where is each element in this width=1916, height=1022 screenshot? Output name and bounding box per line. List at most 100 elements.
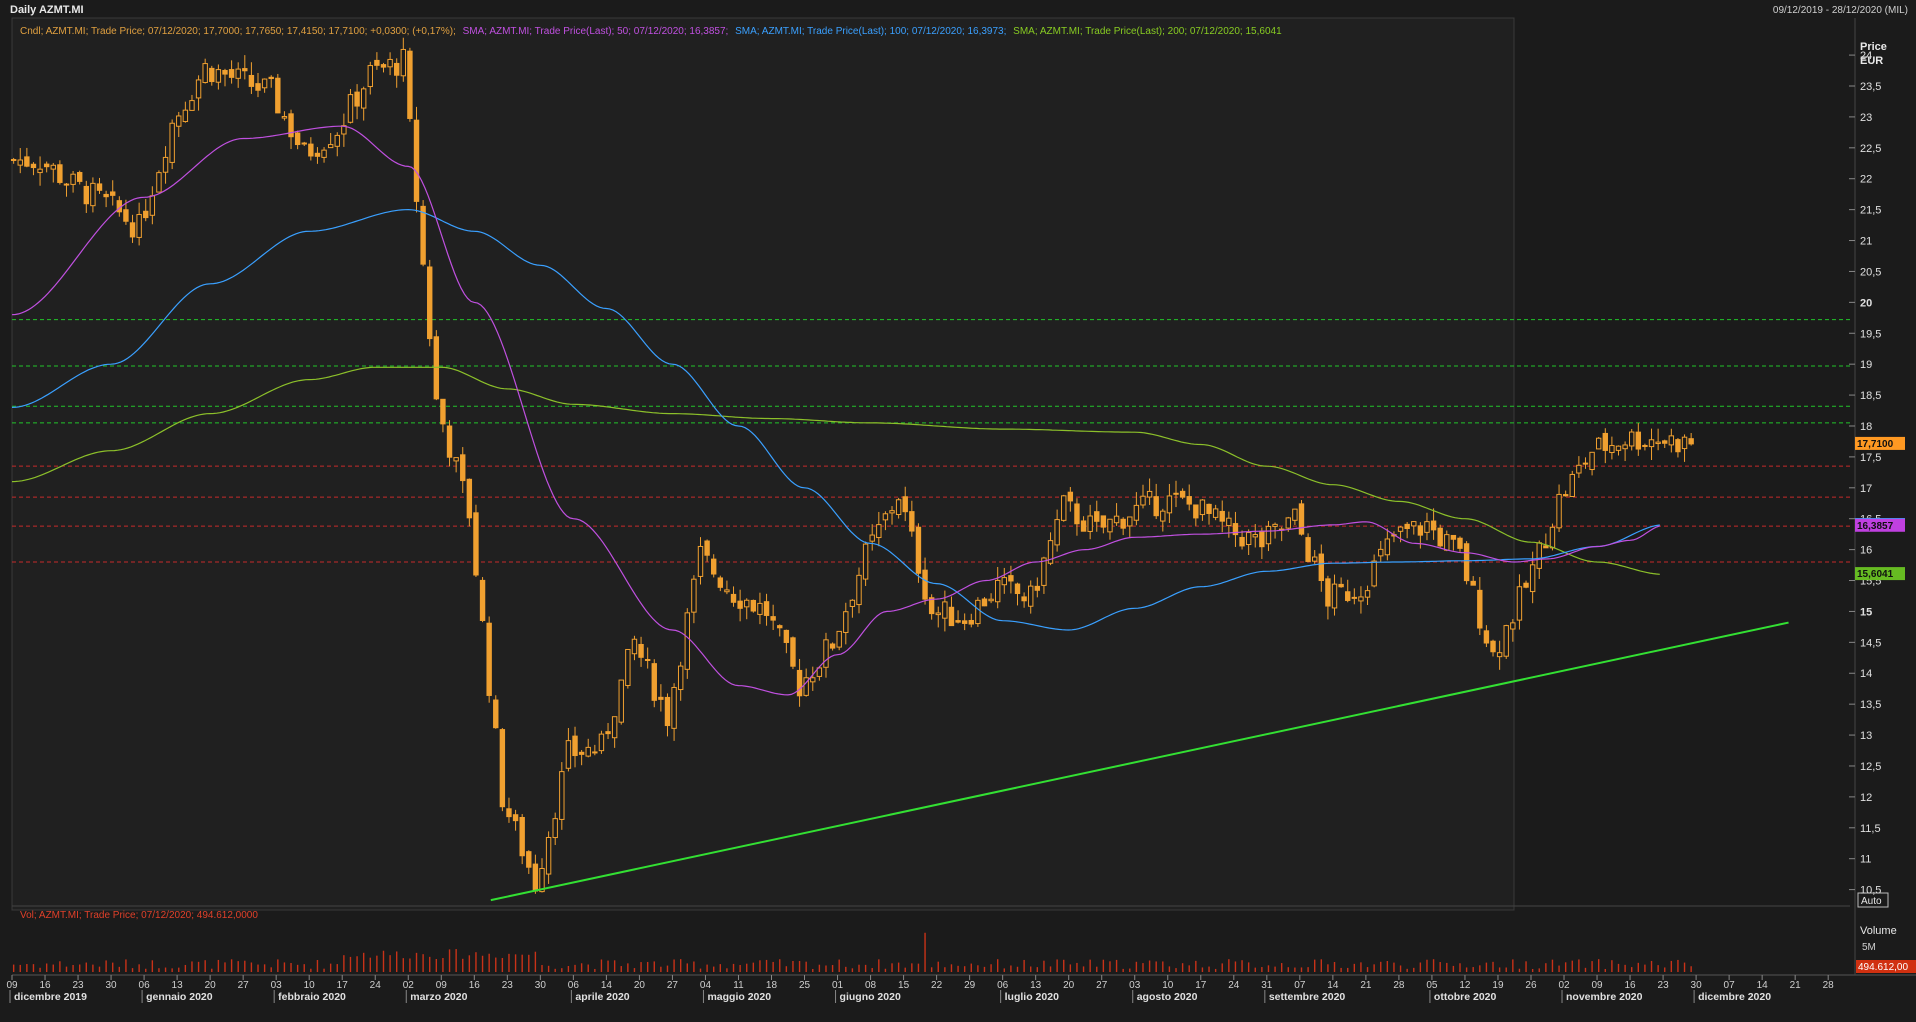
candle-body bbox=[294, 132, 301, 146]
candle-body bbox=[1589, 451, 1595, 471]
candle-body bbox=[1001, 577, 1007, 586]
candle-body bbox=[1199, 499, 1206, 516]
candle-body bbox=[671, 686, 677, 729]
price-badge-label: 17,7100 bbox=[1857, 439, 1894, 450]
candle-body bbox=[1067, 491, 1074, 502]
candle-body bbox=[1543, 545, 1549, 549]
candle-body bbox=[1648, 439, 1655, 448]
date-tick-label: 06 bbox=[997, 980, 1009, 991]
candle-body bbox=[1576, 464, 1582, 474]
candle-body bbox=[110, 191, 116, 196]
candle-body bbox=[777, 625, 783, 629]
date-tick-label: 09 bbox=[436, 980, 448, 991]
candle-body bbox=[1444, 534, 1450, 551]
auto-button[interactable] bbox=[1857, 892, 1889, 908]
date-tick-label: 02 bbox=[1558, 980, 1570, 991]
price-tick-label: 16 bbox=[1860, 545, 1872, 557]
legend-line: Cndl; AZMT.MI; Trade Price; 07/12/2020; … bbox=[20, 26, 1282, 37]
candle-body bbox=[215, 69, 222, 83]
date-tick-label: 27 bbox=[1096, 980, 1108, 991]
volume-badge-label: 494.612,00 bbox=[1858, 962, 1908, 973]
candle-body bbox=[367, 65, 373, 88]
candle-body bbox=[235, 68, 241, 79]
candle-body bbox=[1536, 542, 1542, 569]
candle-body bbox=[63, 183, 70, 186]
candle-body bbox=[975, 599, 981, 625]
candle-body bbox=[1622, 444, 1628, 450]
candle-body bbox=[341, 125, 347, 135]
date-tick-label: 30 bbox=[106, 980, 118, 991]
candle-body bbox=[1417, 525, 1424, 536]
candle-body bbox=[1510, 622, 1516, 630]
candle-body bbox=[466, 478, 473, 519]
candle-body bbox=[1562, 494, 1569, 497]
price-tick-label: 12 bbox=[1860, 792, 1872, 804]
candle-body bbox=[1173, 492, 1179, 495]
candle-body bbox=[380, 64, 387, 68]
candle-body bbox=[17, 159, 23, 166]
candle-body bbox=[1166, 495, 1173, 514]
candle-body bbox=[862, 543, 869, 580]
candle-body bbox=[644, 659, 651, 662]
price-tick-label: 22,5 bbox=[1860, 143, 1881, 155]
price-tick-label: 12,5 bbox=[1860, 761, 1881, 773]
date-tick-label: 09 bbox=[1591, 980, 1603, 991]
price-tick-label: 20 bbox=[1860, 297, 1872, 309]
price-tick-label: 21,5 bbox=[1860, 205, 1881, 217]
legend-candle: Cndl; AZMT.MI; Trade Price; 07/12/2020; … bbox=[20, 26, 456, 37]
candle-body bbox=[460, 454, 466, 482]
candle-body bbox=[440, 398, 446, 425]
candle-body bbox=[136, 214, 142, 238]
candle-body bbox=[1397, 526, 1404, 532]
candle-body bbox=[420, 205, 426, 265]
candle-body bbox=[1331, 583, 1338, 609]
candle-body bbox=[281, 116, 288, 119]
price-tick-label: 17,5 bbox=[1860, 452, 1881, 464]
candle-body bbox=[895, 499, 902, 516]
price-axis-title: Price bbox=[1860, 41, 1887, 53]
candle-body bbox=[1378, 548, 1384, 557]
candle-body bbox=[717, 577, 724, 588]
candle-body bbox=[750, 599, 757, 612]
candle-body bbox=[301, 142, 307, 145]
candle-body bbox=[578, 751, 585, 755]
candle-body bbox=[1496, 652, 1503, 658]
candle-body bbox=[585, 746, 591, 757]
month-label: gennaio 2020 bbox=[146, 991, 213, 1003]
candle-body bbox=[1087, 515, 1093, 532]
month-label: aprile 2020 bbox=[575, 991, 629, 1003]
candle-body bbox=[202, 63, 208, 84]
candle-body bbox=[684, 612, 690, 670]
candle-body bbox=[1245, 532, 1252, 545]
candle-body bbox=[1160, 510, 1166, 522]
candle-body bbox=[96, 183, 103, 191]
month-label: dicembre 2019 bbox=[14, 991, 87, 1003]
date-tick-label: 10 bbox=[304, 980, 316, 991]
candle-body bbox=[394, 62, 400, 76]
candle-body bbox=[724, 589, 730, 593]
price-badge-label: 15,6041 bbox=[1857, 569, 1894, 580]
candle-body bbox=[677, 665, 684, 691]
price-tick-label: 11 bbox=[1860, 854, 1871, 866]
candle-body bbox=[288, 113, 294, 138]
candle-body bbox=[955, 620, 961, 623]
date-tick-label: 02 bbox=[403, 980, 415, 991]
candle-body bbox=[598, 733, 605, 752]
price-tick-label: 15 bbox=[1860, 606, 1872, 618]
candle-body bbox=[757, 602, 763, 615]
candle-body bbox=[664, 696, 671, 727]
date-tick-label: 28 bbox=[1823, 980, 1835, 991]
candle-body bbox=[763, 601, 770, 616]
volume-axis-tick: 5M bbox=[1862, 942, 1876, 953]
candle-body bbox=[1305, 537, 1311, 562]
date-tick-label: 15 bbox=[898, 980, 910, 991]
candle-body bbox=[1113, 515, 1120, 524]
price-tick-label: 23,5 bbox=[1860, 81, 1881, 93]
candle-body bbox=[1232, 523, 1239, 536]
candle-body bbox=[1549, 526, 1556, 549]
date-tick-label: 14 bbox=[1327, 980, 1339, 991]
candle-body bbox=[499, 729, 506, 808]
candle-body bbox=[407, 50, 413, 119]
